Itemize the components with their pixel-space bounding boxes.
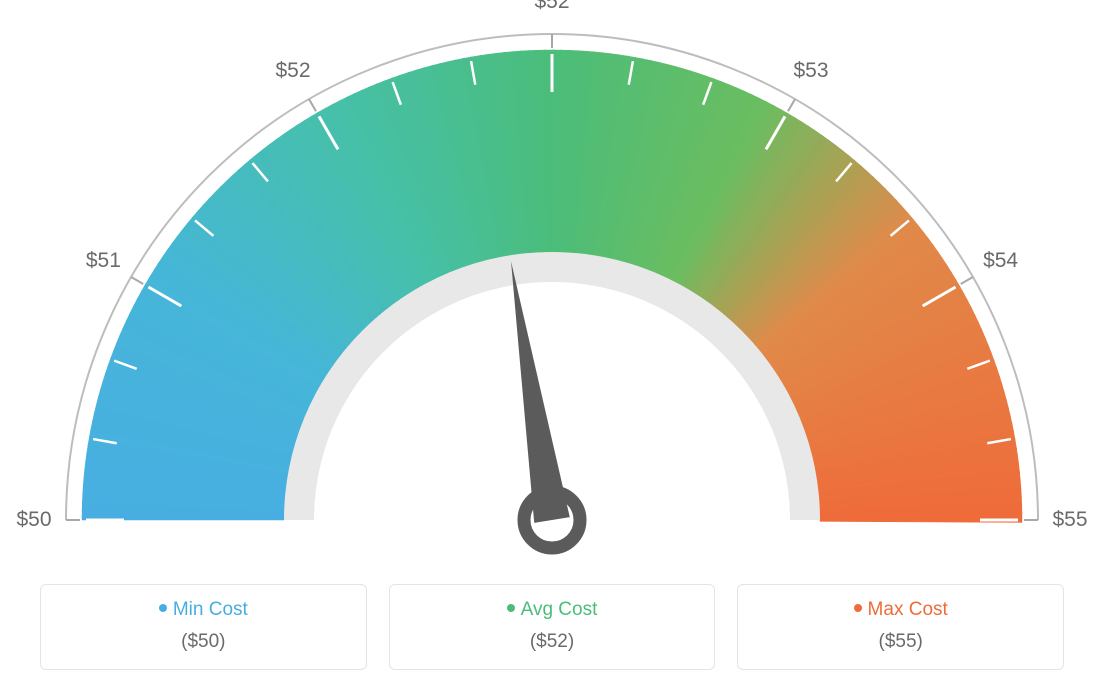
gauge-tick-label: $52 <box>275 59 310 83</box>
legend-label: Max Cost <box>868 599 948 620</box>
legend-title-max: Max Cost <box>748 599 1053 621</box>
gauge-svg <box>0 0 1104 560</box>
gauge-tick-label: $53 <box>793 59 828 83</box>
legend-value-avg: ($52) <box>400 631 705 653</box>
dot-icon <box>507 604 515 612</box>
gauge-tick-label: $50 <box>16 508 51 532</box>
legend-row: Min Cost ($50) Avg Cost ($52) Max Cost (… <box>40 584 1064 670</box>
dot-icon <box>159 604 167 612</box>
legend-title-avg: Avg Cost <box>400 599 705 621</box>
gauge-tick-label: $51 <box>86 249 121 273</box>
cost-gauge: $50 $51 $52 $52 $53 $54 $55 <box>0 0 1104 560</box>
legend-value-min: ($50) <box>51 631 356 653</box>
legend-card-avg: Avg Cost ($52) <box>389 584 716 670</box>
dot-icon <box>854 604 862 612</box>
legend-label: Min Cost <box>173 599 248 620</box>
legend-card-min: Min Cost ($50) <box>40 584 367 670</box>
legend-label: Avg Cost <box>521 599 598 620</box>
legend-value-max: ($55) <box>748 631 1053 653</box>
gauge-tick-label: $52 <box>534 0 569 14</box>
gauge-tick-label: $55 <box>1052 508 1087 532</box>
legend-title-min: Min Cost <box>51 599 356 621</box>
legend-card-max: Max Cost ($55) <box>737 584 1064 670</box>
gauge-tick-label: $54 <box>983 249 1018 273</box>
